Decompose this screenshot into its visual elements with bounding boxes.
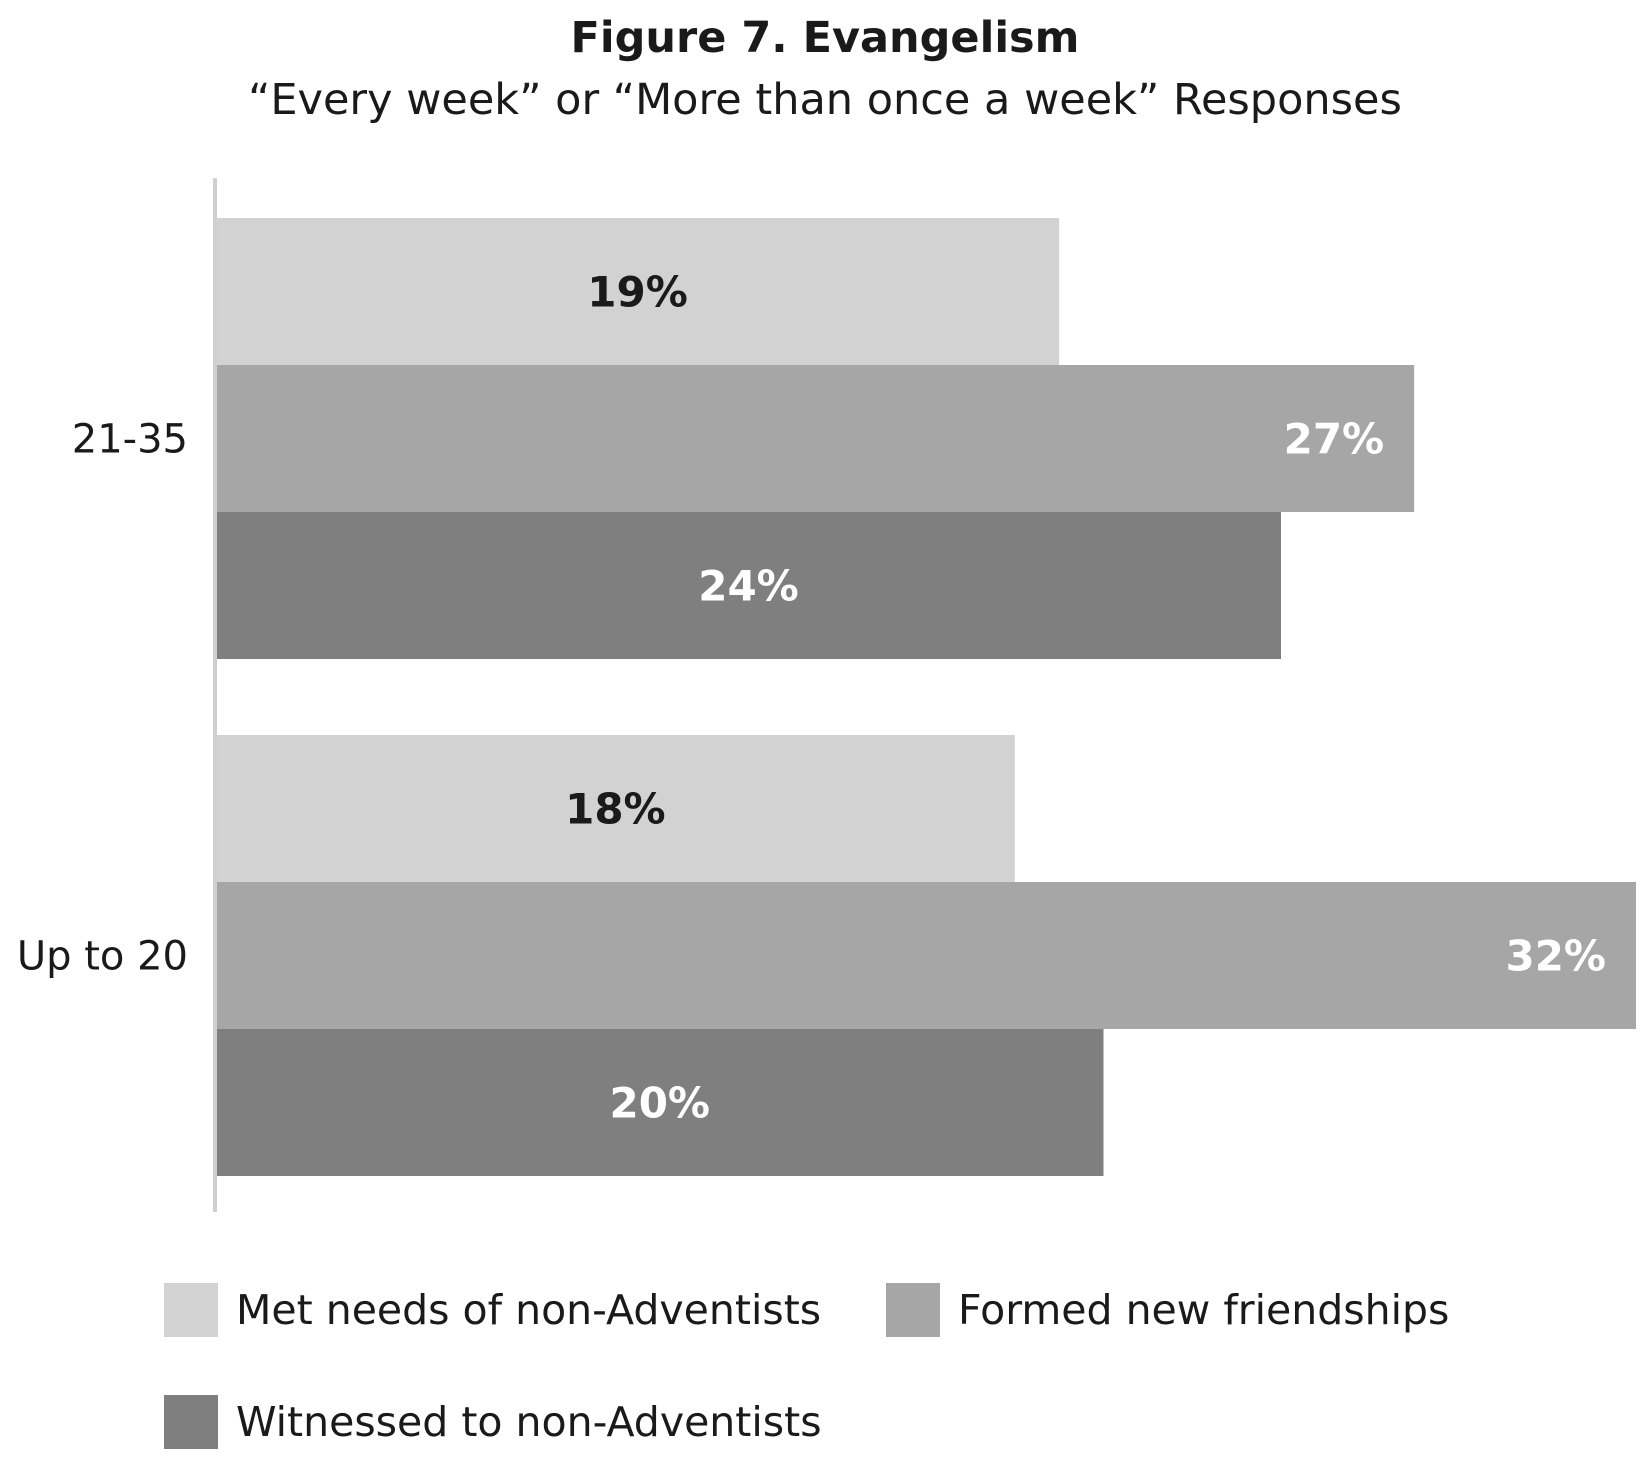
bar-chart: 21-35 19% 27% 24% Up to 20 18% 32% 20% xyxy=(17,178,1636,1212)
data-label-21-35-series-2: 24% xyxy=(698,562,799,611)
bar-up-to-20-series-0 xyxy=(216,735,1015,882)
legend-label-witnessed: Witnessed to non-Adventists xyxy=(236,1398,822,1446)
legend-swatch-witnessed xyxy=(164,1395,218,1449)
data-label-21-35-series-1: 27% xyxy=(1284,415,1385,464)
bar-up-to-20-series-2 xyxy=(216,1029,1104,1176)
data-label-21-35-series-0: 19% xyxy=(587,268,688,317)
legend-item-witnessed: Witnessed to non-Adventists xyxy=(164,1394,822,1450)
legend-swatch-formed-friendships xyxy=(886,1283,940,1337)
legend-item-met-needs: Met needs of non-Adventists xyxy=(164,1282,821,1338)
category-label-up-to-20: Up to 20 xyxy=(17,934,188,980)
category-label-21-35: 21-35 xyxy=(72,417,188,463)
bar-21-35-series-1 xyxy=(216,365,1415,512)
bar-21-35-series-0 xyxy=(216,218,1060,365)
data-label-up-to-20-series-2: 20% xyxy=(609,1079,710,1128)
bar-up-to-20-series-1 xyxy=(216,882,1636,1029)
data-label-up-to-20-series-0: 18% xyxy=(565,785,666,834)
bar-21-35-series-2 xyxy=(216,512,1281,659)
legend-label-met-needs: Met needs of non-Adventists xyxy=(236,1286,822,1334)
chart-title: Figure 7. Evangelism xyxy=(570,13,1080,63)
legend-item-formed-friendships: Formed new friendships xyxy=(886,1282,1449,1338)
chart-legend: Met needs of non-Adventists Formed new f… xyxy=(164,1282,1604,1462)
legend-label-formed-friendships: Formed new friendships xyxy=(958,1286,1450,1334)
legend-swatch-met-needs xyxy=(164,1283,218,1337)
chart-subtitle: “Every week” or “More than once a week” … xyxy=(248,75,1402,125)
data-label-up-to-20-series-1: 32% xyxy=(1505,932,1606,981)
